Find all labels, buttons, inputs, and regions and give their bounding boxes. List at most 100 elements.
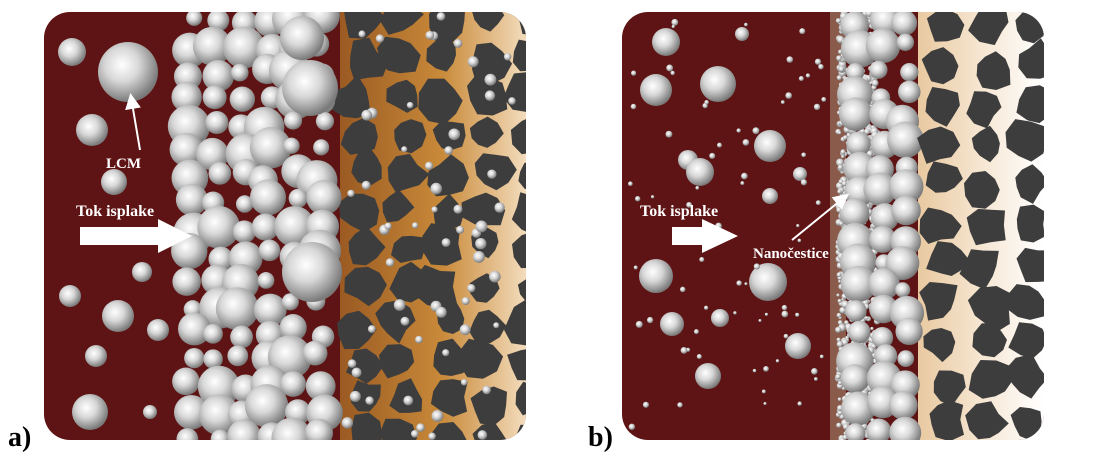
- nanoparticle: [814, 58, 822, 65]
- fine-particle: [341, 417, 354, 429]
- particle: [874, 344, 898, 368]
- nanoparticle: [836, 337, 841, 342]
- particle: [754, 130, 786, 162]
- nanoparticle: [801, 152, 807, 158]
- lcm-particle: [227, 345, 249, 367]
- particle: [762, 188, 778, 204]
- fine-particle: [448, 128, 461, 141]
- rock-grain: [429, 12, 466, 43]
- fine-particle: [358, 30, 366, 38]
- fine-particle: [494, 202, 505, 213]
- lcm-particle: [169, 132, 204, 167]
- nanoparticle: [835, 18, 841, 24]
- fine-particle: [503, 53, 512, 61]
- nanoparticle: [733, 311, 737, 315]
- rock-grain: [380, 418, 417, 440]
- nanoparticle: [836, 158, 844, 167]
- lcm-particle: [199, 394, 240, 436]
- rock-grain: [418, 78, 463, 125]
- nanoparticle: [800, 179, 807, 186]
- nanoparticle: [840, 149, 846, 155]
- rock-grain: [933, 370, 966, 407]
- nanoparticle: [740, 181, 745, 186]
- fine-particle: [365, 396, 374, 405]
- fine-particle: [401, 146, 408, 153]
- particles-b: [639, 12, 925, 440]
- flow-label-b: Tok isplake: [640, 203, 718, 220]
- lcm-particle: [283, 111, 303, 130]
- nanoparticle: [819, 354, 824, 359]
- nanoparticle: [642, 401, 650, 408]
- fine-particle: [467, 284, 476, 293]
- rock-grain: [470, 386, 507, 426]
- lcm-particle: [208, 162, 232, 185]
- nanoparticle: [797, 401, 802, 406]
- lcm-particle: [302, 340, 328, 366]
- lcm-particle: [59, 285, 81, 307]
- particle: [793, 167, 807, 181]
- rock-grain: [338, 193, 380, 233]
- rock-grain: [414, 264, 457, 309]
- nanoparticle: [799, 28, 806, 35]
- nanoparticle: [837, 131, 842, 135]
- nanoparticle: [671, 24, 675, 29]
- particle: [887, 121, 924, 159]
- nanoparticle: [842, 135, 848, 140]
- rock-grain: [471, 12, 505, 32]
- nanoparticle: [837, 298, 842, 303]
- rock-grain: [350, 37, 389, 81]
- nanoparticle: [813, 377, 818, 381]
- fine-particle: [406, 101, 414, 109]
- rock-grain: [919, 282, 958, 321]
- nanoparticle: [666, 64, 674, 72]
- rock-grain: [971, 125, 1000, 163]
- nanoparticle: [717, 142, 722, 148]
- rock-grain: [925, 87, 960, 127]
- lcm-particle: [244, 384, 289, 428]
- nanoparticle: [635, 320, 643, 328]
- particle: [888, 390, 918, 420]
- rock-grain: [380, 12, 424, 35]
- fine-particle: [410, 429, 419, 438]
- nanoparticle: [671, 18, 679, 26]
- particle: [838, 97, 873, 131]
- nanoparticle: [818, 63, 824, 70]
- lcm-particle: [172, 267, 201, 296]
- rock-grain: [917, 126, 961, 164]
- rock-grain: [437, 297, 465, 334]
- fine-particle: [456, 225, 465, 234]
- lcm-particle: [102, 300, 134, 332]
- nanoparticle: [736, 128, 741, 133]
- particle: [652, 28, 680, 56]
- lcm-particle: [176, 428, 199, 440]
- rock-grain: [512, 231, 526, 269]
- particle: [900, 63, 919, 82]
- particle: [863, 172, 897, 206]
- lcm-particle: [132, 262, 152, 282]
- nanoparticle: [841, 338, 849, 346]
- lcm-particle: [222, 26, 265, 69]
- fine-particle: [487, 169, 497, 179]
- nanoparticle: [837, 320, 843, 325]
- lcm-particle: [227, 419, 262, 440]
- nanoparticle: [813, 103, 821, 111]
- nanoparticle: [836, 422, 842, 428]
- rock-grain: [967, 286, 1011, 333]
- nanoparticle: [865, 316, 869, 320]
- fine-particle: [351, 367, 362, 378]
- lcm-particle: [249, 179, 286, 216]
- nanoparticle: [763, 401, 767, 406]
- nanoparticle: [736, 280, 742, 286]
- rock-grains-a: [329, 12, 526, 440]
- rock-grain: [382, 189, 415, 223]
- lcm-particle: [197, 205, 241, 249]
- particle: [868, 267, 900, 300]
- rock-grain: [515, 381, 526, 416]
- lcm-particle: [172, 367, 200, 396]
- fine-particle: [361, 109, 373, 121]
- fine-particle: [489, 270, 501, 283]
- nanoparticle: [836, 312, 842, 318]
- particle: [660, 312, 684, 336]
- fine-particle: [347, 359, 357, 368]
- nanoparticle: [836, 340, 844, 348]
